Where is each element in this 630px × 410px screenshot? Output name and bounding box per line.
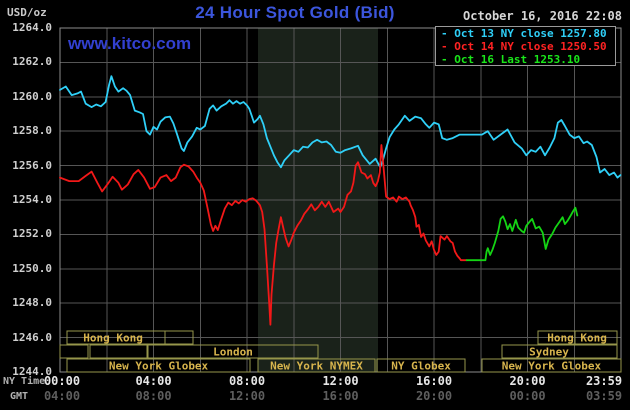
legend-item-oct16: - Oct 16 Last 1253.10 (441, 53, 581, 66)
y-tick-label: 1244.0 (12, 365, 52, 378)
legend-item-oct13: - Oct 13 NY close 1257.80 (441, 27, 607, 40)
x-axis-row-label-gmt: GMT (10, 391, 29, 402)
x-tick-label-ny: 04:00 (135, 374, 172, 388)
y-tick-label: 1264.0 (12, 21, 52, 34)
x-tick-label-gmt: 08:00 (135, 389, 172, 403)
series-line-2 (465, 206, 579, 262)
series-line-0 (59, 75, 622, 179)
y-tick-label: 1252.0 (12, 227, 52, 241)
y-tick-label: 1250.0 (12, 261, 52, 275)
kitco-watermark-link[interactable]: www.kitco.com (68, 34, 192, 53)
legend-item-oct14: - Oct 14 NY close 1250.50 (441, 40, 607, 53)
x-tick-label-ny: 16:00 (415, 374, 453, 388)
y-tick-label: 1260.0 (12, 89, 52, 103)
y-tick-label: 1246.0 (12, 330, 52, 344)
session-label: NY Globex (391, 360, 451, 373)
x-tick-label-ny: 08:00 (228, 374, 266, 388)
session-box-hong-kong (66, 330, 194, 345)
x-tick-label-ny: 12:00 (322, 374, 359, 388)
x-tick-label-ny: 20:00 (509, 374, 546, 388)
session-label: Sydney (529, 346, 569, 359)
x-tick-label-gmt: 12:00 (228, 389, 266, 403)
session-box-ny-globex (376, 358, 466, 373)
x-tick-label-ny: 23:59 (585, 374, 623, 388)
y-tick-label: 1256.0 (12, 158, 52, 172)
session-box (89, 344, 148, 359)
session-label: London (213, 346, 253, 359)
x-tick-label-gmt: 00:00 (509, 389, 546, 403)
session-box-hong-kong (537, 330, 618, 345)
y-tick-label: 1254.0 (12, 193, 52, 206)
session-box-new-york-nymex (257, 358, 376, 373)
chart-datetime: October 16, 2016 22:08 (463, 9, 622, 23)
y-tick-label: 1248.0 (12, 296, 52, 310)
x-tick-label-gmt: 16:00 (322, 389, 359, 403)
session-label: Hong Kong (83, 332, 143, 345)
session-box (59, 344, 89, 359)
y-tick-label: 1262.0 (12, 55, 52, 69)
session-box-new-york-globex (481, 358, 622, 373)
chart-title: 24 Hour Spot Gold (Bid) (195, 3, 395, 22)
x-axis-row-label-ny-time: NY Time (3, 376, 46, 387)
session-box-new-york-globex (66, 358, 251, 373)
session-label: New York NYMEX (270, 360, 363, 373)
y-tick-label: 1258.0 (12, 124, 52, 138)
x-tick-label-gmt: 20:00 (415, 389, 453, 403)
legend-box: - Oct 13 NY close 1257.80 - Oct 14 NY cl… (435, 26, 616, 66)
x-tick-label-gmt: 04:00 (43, 389, 81, 403)
session-box-sydney (501, 344, 618, 359)
session-box-london (147, 344, 319, 359)
session-label: Hong Kong (547, 332, 607, 345)
y-axis-units-label: USD/oz (7, 6, 47, 19)
series-line-1 (59, 144, 468, 326)
session-label: New York Globex (109, 360, 209, 373)
x-tick-label-gmt: 03:59 (585, 389, 623, 403)
x-tick-label-ny: 00:00 (43, 374, 81, 388)
session-label: New York Globex (502, 360, 602, 373)
